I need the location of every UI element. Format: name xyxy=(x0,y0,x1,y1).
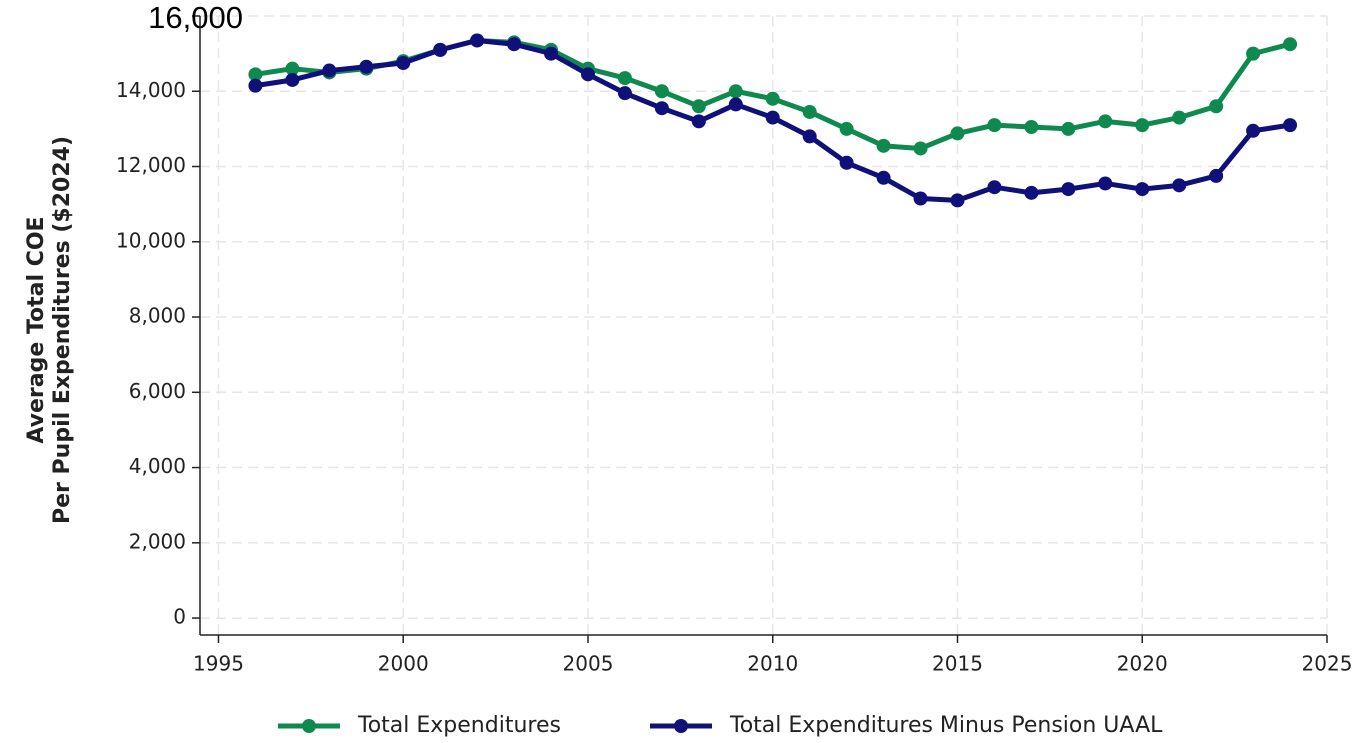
point xyxy=(802,129,817,144)
point xyxy=(654,101,669,116)
point xyxy=(950,126,965,141)
point xyxy=(396,56,411,71)
point xyxy=(1172,178,1187,193)
point xyxy=(728,97,743,112)
point xyxy=(950,193,965,208)
y-tick-label: 8,000 xyxy=(129,304,186,328)
point xyxy=(544,46,559,61)
point xyxy=(987,118,1002,133)
point xyxy=(802,104,817,119)
point xyxy=(654,84,669,99)
point xyxy=(359,59,374,74)
point xyxy=(1024,120,1039,135)
point xyxy=(839,121,854,136)
point xyxy=(470,33,485,48)
point xyxy=(1098,114,1113,129)
point xyxy=(1098,176,1113,191)
point xyxy=(1135,118,1150,133)
y-tick-label: 2,000 xyxy=(129,529,186,553)
point xyxy=(765,91,780,106)
legend-item: Total Expenditures xyxy=(278,713,561,738)
point xyxy=(691,114,706,129)
legend-label: Total Expenditures xyxy=(357,713,561,738)
point xyxy=(617,71,632,86)
y-axis-title-line: Per Pupil Expenditures ($2024) xyxy=(50,136,75,524)
y-tick-label: 4,000 xyxy=(129,454,186,478)
x-tick-label: 2020 xyxy=(1117,652,1168,676)
y-axis-title: Average Total COE Per Pupil Expenditures… xyxy=(24,136,75,524)
legend-marker xyxy=(302,719,316,733)
y-tick-label: 14,000 xyxy=(116,78,186,102)
point xyxy=(876,170,891,185)
point xyxy=(728,84,743,99)
point xyxy=(876,138,891,153)
x-tick-label: 2015 xyxy=(932,652,983,676)
point xyxy=(1283,118,1298,133)
point xyxy=(1209,168,1224,183)
x-tick-label: 1995 xyxy=(193,652,244,676)
point xyxy=(1246,46,1261,61)
y-tick-label: 12,000 xyxy=(116,153,186,177)
point xyxy=(617,86,632,101)
point xyxy=(1246,123,1261,138)
y-tick-label: 16,000 xyxy=(148,0,243,35)
point xyxy=(1209,99,1224,114)
point xyxy=(1135,182,1150,197)
point xyxy=(1061,182,1076,197)
x-tick-label: 2005 xyxy=(563,652,614,676)
point xyxy=(839,155,854,170)
x-tick-label: 2010 xyxy=(747,652,798,676)
point xyxy=(248,78,263,93)
point xyxy=(1061,121,1076,136)
point xyxy=(913,191,928,206)
point xyxy=(1172,110,1187,125)
point xyxy=(765,110,780,125)
point xyxy=(433,42,448,57)
x-tick-label: 2025 xyxy=(1302,652,1353,676)
y-axis-title-line: Average Total COE xyxy=(24,216,49,443)
point xyxy=(285,61,300,76)
point xyxy=(507,37,522,52)
point xyxy=(987,180,1002,195)
legend-item: Total Expenditures Minus Pension UAAL xyxy=(650,713,1163,738)
point xyxy=(322,63,337,78)
x-tick-label: 2000 xyxy=(378,652,429,676)
point xyxy=(1024,185,1039,200)
point xyxy=(691,99,706,114)
y-tick-label: 0 xyxy=(173,605,186,629)
point xyxy=(1283,37,1298,52)
y-tick-label: 10,000 xyxy=(116,228,186,252)
point xyxy=(285,72,300,87)
legend-marker xyxy=(674,719,688,733)
point xyxy=(248,67,263,82)
point xyxy=(580,67,595,82)
y-tick-label: 6,000 xyxy=(129,379,186,403)
point xyxy=(913,141,928,156)
legend-label: Total Expenditures Minus Pension UAAL xyxy=(729,713,1163,738)
